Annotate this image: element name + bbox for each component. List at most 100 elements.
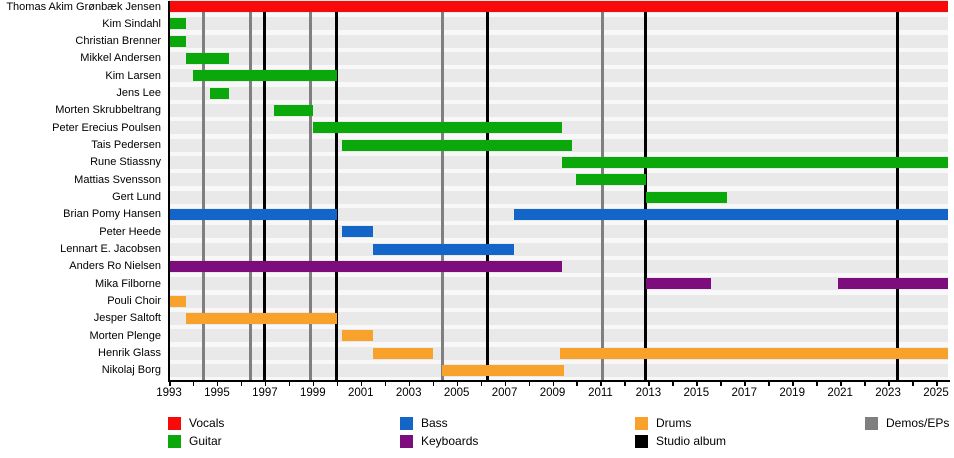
- member-labels-column: Thomas Akim Grønbæk Jensen Kim Sindahl Chr…: [0, 0, 165, 400]
- axis-tick: [312, 382, 315, 386]
- legend-label-keyboards: Keyboards: [421, 434, 479, 448]
- row-band: [169, 103, 948, 117]
- axis-tick: [912, 382, 914, 386]
- membership-bar: [169, 1, 948, 12]
- legend: Vocals Guitar Bass Keyboards Drums Studio alb…: [0, 410, 954, 458]
- row-band: [169, 51, 948, 65]
- membership-bar: [514, 208, 948, 220]
- member-label: Christian Brenner: [75, 35, 161, 48]
- legend-swatch-keyboards: [400, 435, 413, 448]
- legend-label-drums: Drums: [656, 416, 692, 430]
- membership-bar: [169, 35, 186, 47]
- legend-swatch-demos_eps: [865, 417, 878, 430]
- membership-bar: [562, 156, 948, 168]
- axis-tick-label: 2025: [923, 387, 949, 399]
- axis-tick: [552, 382, 554, 386]
- legend-label-guitar: Guitar: [189, 434, 222, 448]
- axis-tick: [624, 382, 626, 386]
- member-label: Mattias Svensson: [74, 173, 161, 186]
- axis-tick: [528, 382, 531, 386]
- member-label: Henrik Glass: [98, 347, 161, 360]
- axis-tick-label: 1995: [204, 387, 230, 399]
- member-label: Pouli Choir: [107, 295, 161, 308]
- row-band: [169, 294, 948, 308]
- studio-album-line: [263, 1, 267, 381]
- axis-tick: [864, 382, 866, 386]
- axis-tick: [216, 382, 219, 386]
- member-label: Thomas Akim Grønbæk Jensen: [6, 0, 161, 13]
- row-band: [169, 225, 948, 239]
- membership-bar: [341, 226, 373, 238]
- member-label: Gert Lund: [112, 191, 161, 204]
- membership-bar: [209, 87, 229, 99]
- member-label: Jesper Saltoft: [93, 312, 161, 325]
- member-label: Morten Plenge: [89, 329, 161, 342]
- axis-tick: [840, 382, 842, 386]
- axis-tick-label: 2019: [779, 387, 805, 399]
- member-label: Peter Heede: [99, 225, 161, 238]
- legend-swatch-bass: [400, 417, 413, 430]
- studio-album-line: [896, 1, 900, 381]
- row-band: [169, 173, 948, 187]
- axis-tick: [744, 382, 746, 386]
- x-axis-line: [169, 380, 950, 382]
- membership-bar: [274, 104, 313, 116]
- legend-swatch-studio_album: [635, 435, 648, 448]
- axis-tick: [169, 382, 171, 386]
- studio-album-line: [644, 1, 648, 381]
- axis-tick: [264, 382, 267, 386]
- axis-tick-label: 2013: [635, 387, 662, 399]
- axis-tick: [360, 382, 363, 386]
- membership-bar: [169, 18, 186, 30]
- axis-tick-label: 2001: [347, 387, 374, 399]
- legend-label-studio_album: Studio album: [656, 434, 727, 448]
- legend-label-vocals: Vocals: [189, 416, 225, 430]
- demos-eps-line: [601, 1, 605, 381]
- membership-bar: [645, 278, 711, 290]
- studio-album-line: [486, 1, 490, 381]
- axis-tick-label: 2011: [588, 387, 613, 399]
- row-band: [169, 86, 948, 100]
- axis-tick: [240, 382, 243, 386]
- axis-tick: [672, 382, 674, 386]
- membership-bar: [341, 139, 572, 151]
- row-band: [169, 190, 948, 204]
- membership-bar: [169, 208, 337, 220]
- axis-tick: [648, 382, 650, 386]
- member-label: Mika Filborne: [94, 277, 161, 290]
- row-band: [169, 311, 948, 325]
- row-band: [169, 17, 948, 31]
- axis-tick: [288, 382, 291, 386]
- membership-bar: [169, 260, 563, 272]
- legend-swatch-drums: [635, 417, 648, 430]
- member-label: Morten Skrubbeltrang: [55, 104, 161, 117]
- axis-tick: [408, 382, 411, 386]
- membership-bar: [559, 347, 948, 359]
- axis-tick: [456, 382, 459, 386]
- axis-tick: [768, 382, 770, 386]
- member-label: Brian Pomy Hansen: [63, 208, 161, 221]
- plot-area: [169, 0, 948, 381]
- axis-tick: [336, 382, 339, 386]
- row-band: [169, 34, 948, 48]
- axis-tick-label: 2021: [827, 387, 853, 399]
- axis-tick: [720, 382, 722, 386]
- row-band: [169, 277, 948, 291]
- axis-tick-label: 2009: [539, 387, 566, 399]
- membership-bar: [185, 52, 229, 64]
- row-band: [169, 242, 948, 256]
- membership-bar: [442, 364, 565, 376]
- demos-eps-line: [440, 1, 444, 381]
- axis-tick: [792, 382, 794, 386]
- axis-tick: [888, 382, 890, 386]
- membership-bar: [341, 330, 373, 342]
- axis-tick: [504, 382, 507, 386]
- axis-tick-label: 2007: [491, 387, 518, 399]
- axis-tick-label: 2005: [443, 387, 470, 399]
- legend-label-bass: Bass: [421, 416, 448, 430]
- legend-label-demos_eps: Demos/EPs: [886, 416, 950, 430]
- studio-album-line: [335, 1, 339, 381]
- membership-bar: [372, 347, 433, 359]
- membership-bar: [192, 70, 337, 82]
